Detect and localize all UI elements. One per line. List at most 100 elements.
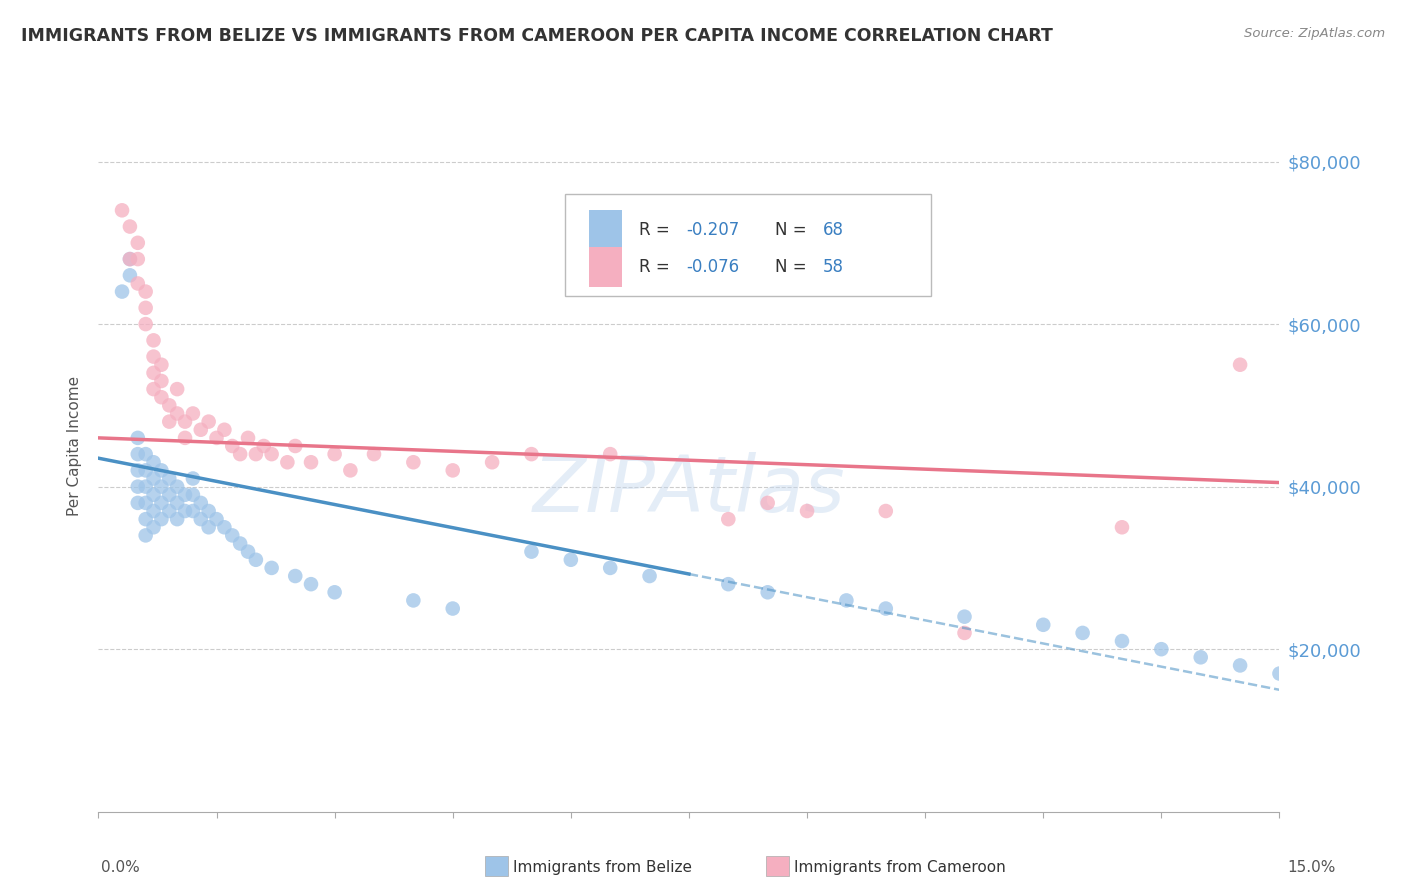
Point <box>174 431 197 445</box>
Text: IMMIGRANTS FROM BELIZE VS IMMIGRANTS FROM CAMEROON PER CAPITA INCOME CORRELATION: IMMIGRANTS FROM BELIZE VS IMMIGRANTS FRO… <box>21 27 1053 45</box>
Point <box>166 382 188 396</box>
Point <box>157 471 180 485</box>
Point <box>157 398 180 412</box>
Point <box>166 480 188 494</box>
Point <box>150 512 173 526</box>
Point <box>363 447 385 461</box>
Point <box>520 447 543 461</box>
Point <box>214 423 236 437</box>
Point <box>118 252 141 266</box>
Point <box>142 366 165 380</box>
Point <box>260 561 283 575</box>
Point <box>127 463 149 477</box>
Point <box>127 480 149 494</box>
Point <box>205 431 228 445</box>
Point <box>142 488 165 502</box>
Text: 0.0%: 0.0% <box>101 860 141 874</box>
Point <box>127 277 149 291</box>
Point <box>150 358 173 372</box>
Point <box>142 334 165 348</box>
Point <box>118 252 141 266</box>
Point <box>197 415 219 429</box>
Y-axis label: Per Capita Income: Per Capita Income <box>67 376 83 516</box>
Point <box>142 520 165 534</box>
Point <box>142 455 165 469</box>
Point <box>276 455 298 469</box>
Text: 58: 58 <box>823 258 844 276</box>
Text: 15.0%: 15.0% <box>1288 860 1336 874</box>
Point <box>284 439 307 453</box>
Point <box>127 235 149 250</box>
Point <box>481 455 503 469</box>
Point <box>157 504 180 518</box>
Bar <box>589 247 621 287</box>
Point <box>166 512 188 526</box>
Point <box>150 463 173 477</box>
Point <box>284 569 307 583</box>
Text: R =: R = <box>640 258 675 276</box>
Point <box>229 536 252 550</box>
Point <box>402 455 425 469</box>
Point <box>135 463 157 477</box>
Point <box>717 512 740 526</box>
Point <box>1032 617 1054 632</box>
Point <box>299 455 322 469</box>
Point <box>339 463 361 477</box>
Text: 68: 68 <box>823 221 844 239</box>
Point <box>599 447 621 461</box>
Point <box>197 504 219 518</box>
Point <box>1268 666 1291 681</box>
Point <box>638 569 661 583</box>
Point <box>1229 358 1251 372</box>
Point <box>875 601 897 615</box>
Point <box>197 520 219 534</box>
Text: -0.076: -0.076 <box>686 258 740 276</box>
Point <box>260 447 283 461</box>
Point <box>150 496 173 510</box>
Point <box>1229 658 1251 673</box>
Point <box>1150 642 1173 657</box>
Point <box>135 301 157 315</box>
Bar <box>589 211 621 251</box>
Point <box>323 585 346 599</box>
Point <box>953 626 976 640</box>
Point <box>717 577 740 591</box>
Point <box>111 203 134 218</box>
Point <box>142 382 165 396</box>
Point <box>236 431 259 445</box>
Point <box>150 374 173 388</box>
Point <box>174 488 197 502</box>
Point <box>190 512 212 526</box>
Point <box>150 480 173 494</box>
Point <box>127 252 149 266</box>
FancyBboxPatch shape <box>565 194 931 296</box>
Point <box>142 504 165 518</box>
Point <box>299 577 322 591</box>
Point <box>111 285 134 299</box>
Point <box>135 447 157 461</box>
Point <box>875 504 897 518</box>
Point <box>1189 650 1212 665</box>
Point <box>181 504 204 518</box>
Text: Source: ZipAtlas.com: Source: ZipAtlas.com <box>1244 27 1385 40</box>
Point <box>520 544 543 558</box>
Point <box>135 480 157 494</box>
Point <box>118 219 141 234</box>
Point <box>135 496 157 510</box>
Point <box>236 544 259 558</box>
Point <box>127 447 149 461</box>
Point <box>190 496 212 510</box>
Point <box>402 593 425 607</box>
Point <box>1111 634 1133 648</box>
Point <box>118 268 141 283</box>
Text: -0.207: -0.207 <box>686 221 740 239</box>
Text: Immigrants from Belize: Immigrants from Belize <box>513 860 692 874</box>
Text: N =: N = <box>775 221 813 239</box>
Point <box>135 528 157 542</box>
Point <box>756 496 779 510</box>
Point <box>253 439 276 453</box>
Point <box>560 553 582 567</box>
Point <box>1111 520 1133 534</box>
Point <box>181 407 204 421</box>
Point <box>835 593 858 607</box>
